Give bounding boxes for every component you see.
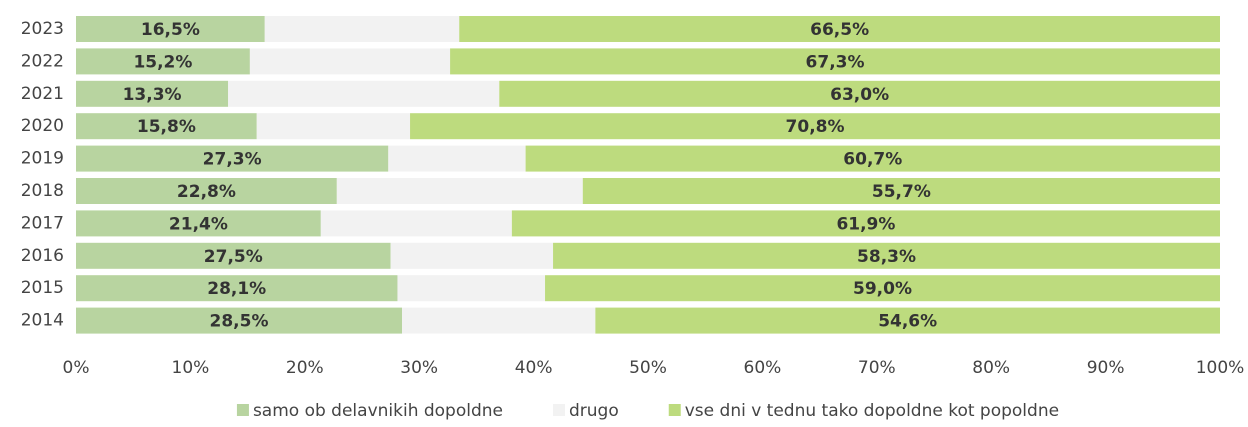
value-label: 27,5%	[204, 247, 263, 267]
y-tick-label: 2021	[21, 84, 64, 104]
bar-segment	[410, 113, 1221, 140]
value-label: 67,3%	[806, 52, 865, 72]
y-tick-label: 2015	[21, 278, 64, 298]
bar-segment	[582, 178, 1220, 204]
bar-segment	[499, 80, 1220, 107]
bar-segment	[388, 145, 526, 172]
bar-segment	[76, 275, 398, 302]
y-tick-label: 2016	[21, 246, 64, 266]
bar-segment	[76, 16, 265, 42]
bar-segment	[249, 48, 451, 75]
x-tick-label: 50%	[629, 358, 667, 378]
bar-segment	[76, 80, 229, 107]
bar-segment	[76, 210, 321, 237]
bar-segment	[402, 307, 596, 334]
y-tick-label: 2023	[21, 19, 64, 39]
x-tick-label: 0%	[63, 358, 90, 378]
value-label: 55,7%	[872, 182, 931, 202]
bar-segment	[320, 210, 512, 237]
bar-segment	[336, 178, 583, 204]
value-label: 21,4%	[169, 214, 228, 234]
legend-label: drugo	[569, 401, 619, 421]
bar-segment	[525, 145, 1220, 172]
x-tick-label: 60%	[744, 358, 782, 378]
bar-segment	[459, 16, 1220, 42]
bar-segment	[76, 242, 391, 269]
legend-swatch	[668, 404, 681, 416]
bar-segment	[76, 113, 257, 140]
bar-segment	[545, 275, 1220, 302]
bar-segment	[228, 80, 500, 107]
y-tick-label: 2020	[21, 116, 64, 136]
value-label: 54,6%	[878, 312, 937, 332]
bar-segment	[76, 178, 337, 204]
value-label: 22,8%	[177, 182, 236, 202]
value-label: 15,8%	[137, 117, 196, 137]
bar-segment	[390, 242, 554, 269]
value-label: 70,8%	[786, 117, 845, 137]
bar-segment	[511, 210, 1220, 237]
bar-segment	[450, 48, 1220, 75]
y-tick-label: 2017	[21, 213, 64, 233]
value-label: 63,0%	[830, 85, 889, 105]
value-label: 58,3%	[857, 247, 916, 267]
bar-segment	[553, 242, 1220, 269]
bar-segment	[76, 307, 403, 334]
value-label: 28,1%	[207, 279, 266, 299]
value-label: 28,5%	[210, 312, 269, 332]
value-label: 66,5%	[810, 20, 869, 40]
x-tick-label: 70%	[858, 358, 896, 378]
x-tick-label: 100%	[1196, 358, 1245, 378]
x-tick-label: 80%	[972, 358, 1010, 378]
bar-segment	[76, 145, 389, 172]
y-tick-label: 2019	[21, 149, 64, 169]
legend-swatch	[236, 404, 249, 416]
y-tick-label: 2022	[21, 51, 64, 71]
value-label: 61,9%	[836, 214, 895, 234]
value-label: 13,3%	[123, 85, 182, 105]
y-tick-label: 2014	[21, 311, 64, 331]
legend-label: vse dni v tednu tako dopoldne kot popold…	[685, 401, 1059, 421]
value-label: 27,3%	[203, 150, 262, 170]
x-tick-label: 20%	[286, 358, 324, 378]
bar-segment	[264, 16, 460, 42]
x-tick-label: 40%	[515, 358, 553, 378]
value-label: 16,5%	[141, 20, 200, 40]
bar-segment	[595, 307, 1220, 334]
bar-segment	[256, 113, 411, 140]
x-tick-label: 30%	[400, 358, 438, 378]
legend-swatch	[553, 404, 565, 416]
value-label: 15,2%	[133, 52, 192, 72]
value-label: 59,0%	[853, 279, 912, 299]
y-tick-label: 2018	[21, 181, 64, 201]
bar-segment	[397, 275, 546, 302]
x-tick-label: 90%	[1087, 358, 1125, 378]
bar-segment	[76, 48, 250, 75]
x-tick-label: 10%	[172, 358, 210, 378]
value-label: 60,7%	[843, 150, 902, 170]
legend-label: samo ob delavnikih dopoldne	[253, 401, 503, 421]
